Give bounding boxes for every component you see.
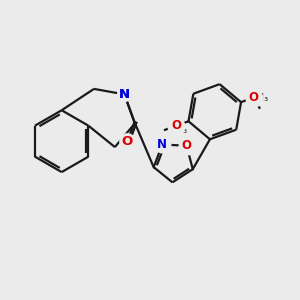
- Text: N: N: [119, 88, 130, 101]
- Text: N: N: [157, 138, 167, 151]
- Text: O: O: [248, 91, 259, 104]
- Text: N: N: [119, 88, 130, 101]
- Text: O: O: [171, 119, 181, 132]
- Text: CH₃: CH₃: [250, 93, 268, 103]
- Text: O: O: [122, 135, 133, 148]
- Text: CH₃: CH₃: [169, 125, 188, 135]
- Text: O: O: [182, 139, 191, 152]
